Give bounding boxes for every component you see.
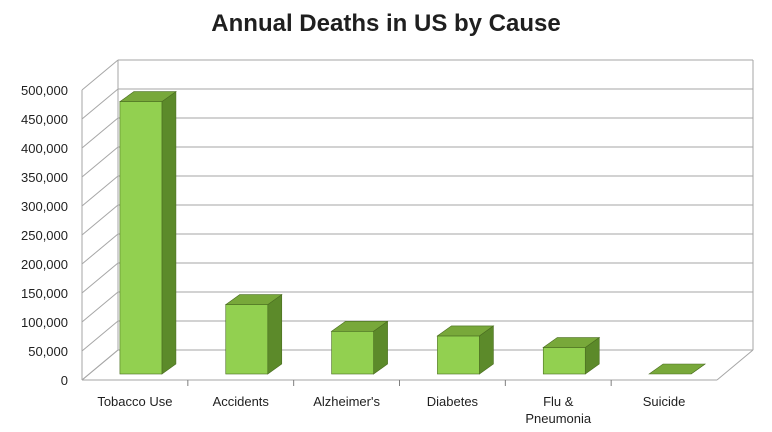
x-axis-tick-labels: Tobacco Use Accidents Alzheimer's Diabetes F… [97,380,685,426]
bar-top-face [330,320,389,332]
y-tick-label: 0 [61,373,68,388]
x-tick-label: Flu & Pneumonia [525,394,592,426]
gridline-side [81,175,119,207]
gridline-side [81,117,119,149]
floor-right-edge [716,349,754,381]
y-tick-label: 300,000 [21,199,68,214]
y-tick-label: 350,000 [21,170,68,185]
bar-tobacco-use [118,91,177,375]
y-tick-label: 500,000 [21,83,68,98]
gridline-side [81,262,119,294]
bar-accidents [224,294,283,375]
y-tick-label: 150,000 [21,286,68,301]
bar-side-face [161,91,177,375]
bar-suicide [648,363,707,375]
bar-flu-pneumonia [542,336,601,375]
y-tick-label: 100,000 [21,315,68,330]
grid-layer [81,59,754,381]
bar-top-face [118,91,177,102]
gridline-side [81,349,119,381]
x-tick-label: Tobacco Use [97,394,172,409]
y-tick-label: 450,000 [21,112,68,127]
bar-top-face [224,294,283,305]
y-tick-label: 250,000 [21,228,68,243]
bar-front-face [225,304,269,375]
bar-front-face [542,347,586,375]
chart-title: Annual Deaths in US by Cause [211,10,561,37]
x-tick-label: Diabetes [427,394,479,409]
bar-side-face [267,294,283,375]
bar-top-face [648,363,707,375]
bar-alzheimer-s [330,320,389,375]
x-tick-label: Suicide [643,394,686,409]
bar-diabetes [436,325,495,375]
x-tick-label: Alzheimer's [313,394,380,409]
gridline-side [81,146,119,178]
gridline-side [81,320,119,352]
gridline-side [81,233,119,265]
y-axis-tick-labels: 0 50,000 100,000 150,000 200,000 250,000 300,0… [21,83,68,388]
bar-front-face [331,330,374,375]
y-tick-label: 200,000 [21,257,68,272]
bar-top-face [436,325,495,337]
gridline-side [81,59,119,91]
gridline-side [81,88,119,120]
y-tick-label: 50,000 [28,344,68,359]
gridline-side [81,291,119,323]
gridline-side [81,204,119,236]
y-tick-label: 400,000 [21,141,68,156]
bar-top-face [542,337,601,348]
x-tick-label: Accidents [213,394,270,409]
bars [118,91,707,375]
bar-front-face [437,335,480,375]
bar-front-face [119,101,163,375]
